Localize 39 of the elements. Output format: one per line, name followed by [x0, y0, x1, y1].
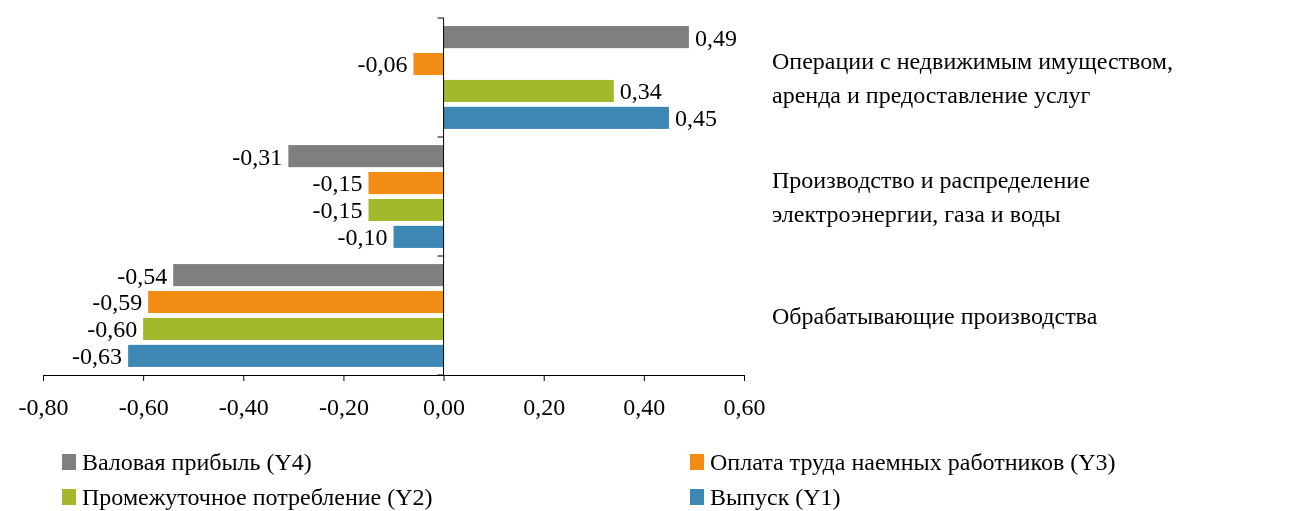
legend-label: Выпуск (Y1)	[710, 484, 841, 511]
data-label: -0,15	[312, 197, 363, 224]
data-label: 0,45	[674, 105, 717, 132]
bar	[413, 53, 444, 76]
data-label: -0,59	[92, 289, 143, 316]
bar	[288, 145, 444, 168]
bar	[368, 198, 444, 221]
bar	[443, 26, 689, 49]
data-label: -0,31	[232, 143, 283, 170]
data-label: -0,63	[72, 343, 123, 370]
data-label: 0,49	[694, 24, 737, 51]
y-tick-label: Операции с недвижимым имуществом, аренда и предоставление услуг	[772, 47, 1173, 108]
bar	[393, 225, 444, 248]
x-tick-label: 0,40	[623, 394, 666, 421]
data-label: -0,10	[337, 224, 388, 251]
bar	[143, 317, 444, 340]
bar	[128, 344, 444, 367]
data-label: -0,15	[312, 170, 363, 197]
x-tick-label: -0,80	[18, 394, 69, 421]
data-label: -0,54	[117, 262, 168, 289]
y-tick-label: Обрабатывающие производства	[772, 302, 1098, 329]
bar	[148, 291, 444, 314]
data-label: -0,60	[87, 316, 138, 343]
data-label: -0,06	[357, 51, 408, 78]
x-tick-label: 0,60	[723, 394, 766, 421]
bar	[173, 264, 444, 287]
bar	[443, 106, 669, 129]
legend-label: Валовая прибыль (Y4)	[82, 449, 312, 476]
legend-label: Промежуточное потребление (Y2)	[82, 484, 433, 511]
x-tick-label: 0,20	[523, 394, 566, 421]
legend-label: Оплата труда наемных работников (Y3)	[710, 449, 1116, 476]
bar	[368, 172, 444, 195]
x-tick-label: -0,20	[318, 394, 369, 421]
data-label: 0,34	[619, 78, 662, 105]
x-tick-label: 0,00	[423, 394, 466, 421]
x-tick-label: -0,60	[118, 394, 169, 421]
bar	[443, 79, 614, 102]
x-tick-label: -0,40	[218, 394, 269, 421]
y-tick-label: Производство и распределение электроэнергии, газа и воды	[772, 166, 1090, 227]
